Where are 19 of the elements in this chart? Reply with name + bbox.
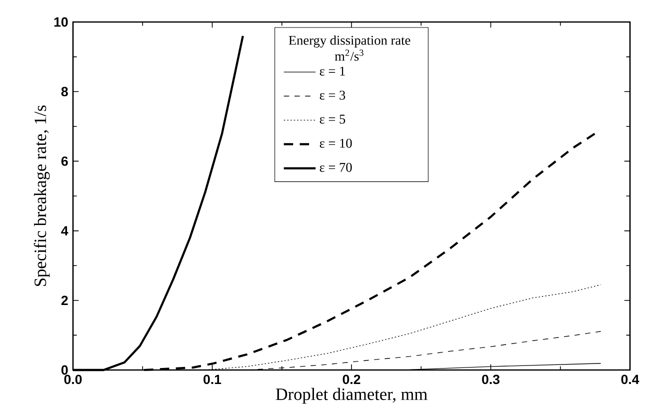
legend-label: ε = 3 xyxy=(320,90,346,100)
x-tick-label: 0.3 xyxy=(482,374,500,384)
legend-label: ε = 5 xyxy=(320,114,346,124)
x-tick-label: 0.0 xyxy=(64,374,82,384)
y-axis-title: Specific breakage rate, 1/s xyxy=(34,105,50,286)
y-tick-label: 0 xyxy=(61,365,68,375)
x-axis-title: Droplet diameter, mm xyxy=(276,388,428,404)
x-tick-label: 0.1 xyxy=(204,374,222,384)
y-tick-label: 10 xyxy=(54,17,68,27)
y-tick-label: 8 xyxy=(61,86,68,96)
x-tick-label: 0.2 xyxy=(342,374,360,384)
y-tick-label: 4 xyxy=(61,226,68,236)
legend-label: ε = 70 xyxy=(320,162,352,172)
legend-label: ε = 1 xyxy=(320,66,345,76)
x-tick-label: 0.4 xyxy=(621,374,640,384)
legend-label: ε = 10 xyxy=(320,138,352,148)
y-tick-label: 6 xyxy=(61,156,68,166)
legend-title: Energy dissipation rate m$^{2}$/s$^{3}$ xyxy=(288,35,410,61)
y-tick-label: 2 xyxy=(61,296,68,306)
